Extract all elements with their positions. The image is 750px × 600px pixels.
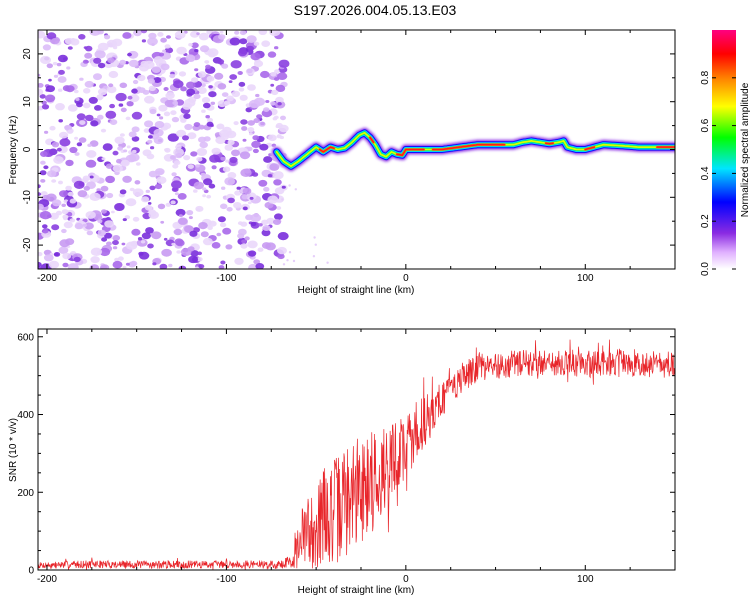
colorbar-ticks: 0.0 0.2 0.4 0.6 0.8 [700, 70, 736, 276]
x-tick-label: 100 [577, 574, 594, 585]
y-tick-label: 0 [28, 566, 34, 577]
noise-speckle [38, 30, 329, 269]
snr-series-line [38, 339, 675, 570]
y-tick-label: 200 [17, 488, 34, 499]
x-tick-label: 0 [403, 273, 409, 284]
chart-title: S197.2026.004.05.13.E03 [294, 2, 457, 18]
colorbar-tick-label: 0.4 [700, 166, 711, 180]
y-tick-label: 400 [17, 410, 34, 421]
colorbar-tick-label: 0.2 [700, 214, 711, 228]
spectrogram-y-axis-label: Frequency (Hz) [8, 116, 19, 185]
x-tick-label: -200 [37, 273, 57, 284]
y-tick-label: 20 [22, 48, 33, 60]
spectrogram-x-axis-label: Height of straight line (km) [298, 285, 415, 296]
x-tick-label: -200 [37, 574, 57, 585]
colorbar: 0.0 0.2 0.4 0.6 0.8 Normalized spectral ampl… [700, 30, 750, 276]
ridge-peak-segment [369, 136, 375, 144]
y-tick-label: 600 [17, 332, 34, 343]
y-tick-label: 10 [22, 96, 33, 108]
y-tick-label: -10 [22, 190, 33, 205]
colorbar-tick-label: 0.0 [700, 262, 711, 276]
x-tick-label: -100 [216, 574, 236, 585]
ridge-peak-segment [545, 142, 554, 145]
ridge [270, 126, 675, 173]
colorbar-tick-label: 0.6 [700, 118, 711, 132]
ridge-peak-segment [432, 143, 506, 151]
snr-plot-area [38, 339, 675, 570]
x-tick-label: 0 [403, 574, 409, 585]
snr-x-axis-label: Height of straight line (km) [298, 585, 415, 596]
snr-panel: -200 -100 0 100 0 200 400 600 Height of straigh… [8, 328, 676, 596]
x-tick-label: -100 [216, 273, 236, 284]
ridge-peak-segment [318, 146, 335, 153]
y-tick-label: 0 [22, 146, 33, 152]
snr-y-axis-label: SNR (10 * v/v) [8, 418, 19, 482]
colorbar-tick-label: 0.8 [700, 70, 711, 84]
ridge-peak-segment [396, 148, 425, 157]
spectrogram-area [38, 30, 675, 269]
x-tick-label: 100 [577, 273, 594, 284]
colorbar-gradient [712, 30, 736, 269]
snr-ticks: -200 -100 0 100 0 200 400 600 [17, 329, 676, 585]
y-tick-label: -20 [22, 237, 33, 252]
colorbar-label: Normalized spectral amplitude [740, 82, 750, 217]
ridge-peak-segment [584, 146, 596, 151]
snr-frame [37, 328, 676, 571]
